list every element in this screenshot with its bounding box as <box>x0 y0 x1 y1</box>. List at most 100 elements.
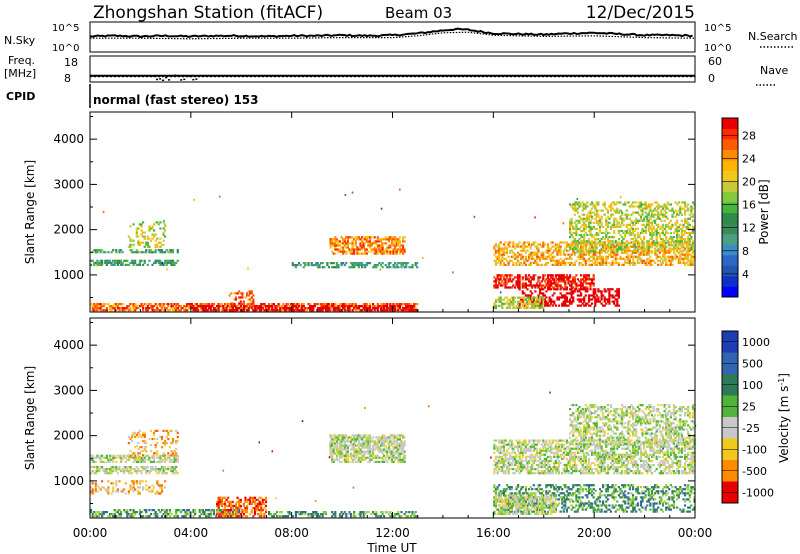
data-cell <box>302 305 305 308</box>
data-cell <box>373 250 376 253</box>
data-cell <box>357 307 360 310</box>
data-cell <box>260 504 263 508</box>
data-cell <box>581 217 584 220</box>
power-colorbar-swatch <box>722 202 738 214</box>
data-cell <box>378 305 381 308</box>
data-cell <box>299 513 302 516</box>
data-cell <box>118 251 121 254</box>
data-cell <box>107 488 110 491</box>
data-cell <box>315 511 318 514</box>
data-cell <box>261 307 264 310</box>
data-cell <box>250 296 253 299</box>
data-cell <box>594 263 597 266</box>
data-cell <box>684 219 687 222</box>
data-cell <box>149 490 153 493</box>
data-cell <box>335 262 338 265</box>
data-cell <box>665 238 668 241</box>
data-cell <box>589 231 592 235</box>
data-cell <box>271 309 274 312</box>
data-cell <box>553 300 556 303</box>
data-cell <box>123 454 126 457</box>
data-cell <box>691 225 694 228</box>
data-cell <box>575 274 578 277</box>
data-cell <box>504 245 507 248</box>
data-cell <box>157 492 160 495</box>
data-cell <box>614 259 617 262</box>
data-cell <box>97 486 101 489</box>
data-cell <box>298 303 301 306</box>
data-cell <box>340 444 343 447</box>
data-cell <box>592 236 595 239</box>
data-cell <box>616 250 619 253</box>
data-cell <box>493 284 496 287</box>
data-cell <box>575 233 578 237</box>
data-cell <box>603 231 606 235</box>
data-cell <box>372 303 375 306</box>
data-cell <box>263 506 266 510</box>
data-cell <box>636 249 639 252</box>
data-cell <box>99 513 102 516</box>
data-cell <box>509 306 512 309</box>
data-cell <box>509 280 512 283</box>
data-cell <box>598 261 602 264</box>
data-cell <box>206 509 209 512</box>
data-cell <box>368 460 372 463</box>
data-cell <box>236 511 239 514</box>
data-cell <box>334 434 337 437</box>
data-cell <box>583 207 586 210</box>
data-cell <box>238 500 241 503</box>
data-cell <box>655 242 658 245</box>
data-cell <box>646 205 649 208</box>
data-cell <box>586 278 589 281</box>
data-cell <box>154 511 157 514</box>
data-cell <box>502 257 505 260</box>
velocity-cells <box>90 391 697 518</box>
power-colorbar-tick-label: 20 <box>742 176 756 189</box>
data-cell <box>641 241 644 244</box>
data-cell <box>381 266 384 269</box>
data-cell <box>505 274 509 277</box>
freq-dot <box>186 75 189 77</box>
data-cell <box>337 307 340 310</box>
data-cell <box>657 223 660 226</box>
y-tick-label: 1000 <box>53 268 84 282</box>
data-cell <box>329 440 332 443</box>
data-cell <box>569 284 572 287</box>
data-cell <box>562 222 565 225</box>
data-cell <box>647 248 650 251</box>
data-cell <box>132 456 135 459</box>
data-cell <box>216 500 219 503</box>
data-cell <box>351 309 354 312</box>
data-cell <box>359 511 362 514</box>
data-cell <box>148 472 151 475</box>
data-cell <box>502 278 505 281</box>
data-cell <box>116 490 119 493</box>
data-cell <box>665 246 668 249</box>
data-cell <box>501 280 504 283</box>
data-cell <box>559 286 562 289</box>
data-cell <box>584 249 587 252</box>
power-cells <box>90 188 696 312</box>
data-cell <box>546 282 550 285</box>
data-cell <box>595 215 598 218</box>
data-cell <box>413 513 416 516</box>
data-cell <box>175 460 178 463</box>
data-cell <box>187 307 190 310</box>
data-cell <box>569 231 572 235</box>
data-cell <box>143 259 146 262</box>
data-cell <box>234 298 238 301</box>
data-cell <box>370 448 373 451</box>
data-cell <box>616 302 619 305</box>
data-cell <box>687 253 690 256</box>
data-cell <box>342 436 345 439</box>
data-cell <box>217 498 220 501</box>
data-cell <box>332 434 335 437</box>
data-cell <box>167 251 170 254</box>
data-cell <box>591 201 594 204</box>
data-cell <box>217 305 220 308</box>
data-cell <box>127 470 130 473</box>
data-cell <box>684 203 687 206</box>
data-cell <box>561 304 564 307</box>
data-cell <box>576 298 579 301</box>
data-cell <box>655 238 658 241</box>
